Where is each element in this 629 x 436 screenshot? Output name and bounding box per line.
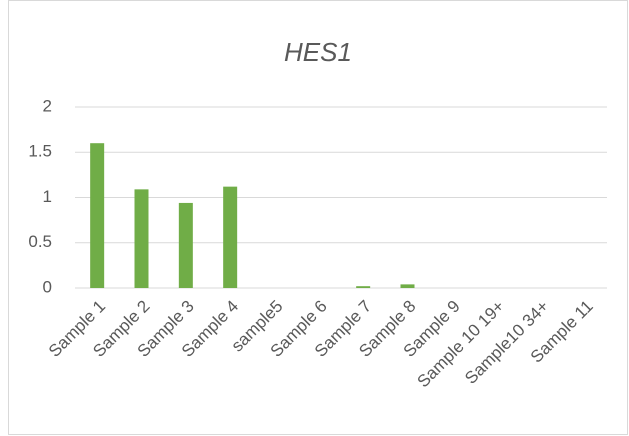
y-tick-label: 2 (43, 96, 52, 115)
chart-title: HES1 (284, 37, 352, 67)
bar (134, 189, 149, 288)
chart-border (8, 0, 628, 435)
y-tick-label: 1 (43, 187, 52, 206)
y-tick-label: 1.5 (28, 142, 52, 161)
bar (178, 202, 193, 288)
y-tick-label: 0.5 (28, 232, 52, 251)
bar (223, 186, 238, 288)
bar (356, 286, 371, 288)
bar (400, 284, 415, 288)
y-tick-label: 0 (43, 277, 52, 296)
bar (90, 143, 105, 288)
